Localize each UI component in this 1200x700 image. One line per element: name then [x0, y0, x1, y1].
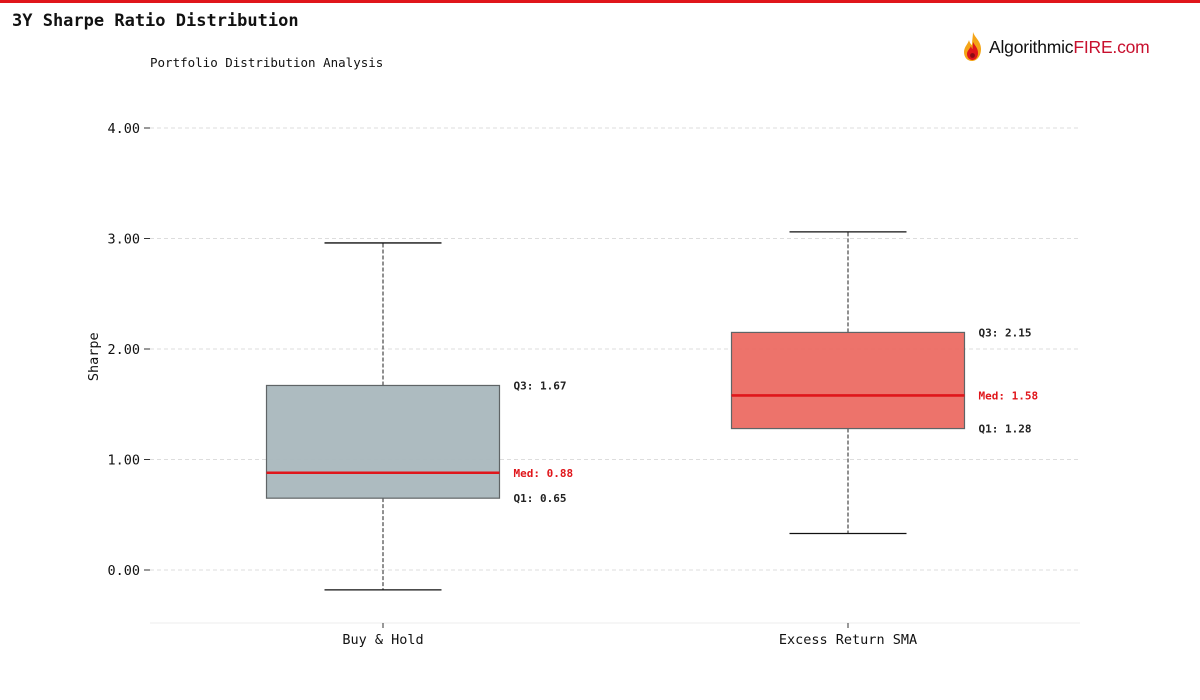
box-group: [730, 231, 966, 535]
chart-title: 3Y Sharpe Ratio Distribution: [12, 11, 299, 31]
chart-subtitle: Portfolio Distribution Analysis: [150, 55, 384, 70]
q1-label: Q1: 0.65: [514, 492, 567, 505]
y-tick-label: 0.00: [107, 563, 140, 579]
axes: 0.00 1.00 2.00 3.00 4.00 Sharpe Buy & Hold Exce…: [86, 121, 1080, 648]
boxes: [265, 231, 966, 591]
brand-name-part1: Algorithmic: [989, 36, 1074, 57]
x-tick-label: Buy & Hold: [342, 632, 423, 648]
y-tick-label: 1.00: [107, 453, 140, 469]
q3-label: Q3: 2.15: [979, 326, 1032, 339]
brand-name-part2: FIRE.com: [1073, 36, 1150, 57]
q1-label: Q1: 1.28: [979, 423, 1032, 436]
brand-name: AlgorithmicFIRE.com: [989, 37, 1150, 58]
x-tick-label: Excess Return SMA: [779, 632, 917, 648]
median-label: Med: 1.58: [979, 389, 1039, 402]
flame-icon: [964, 32, 981, 61]
box-annotations: Q3: 1.67 Med: 0.88 Q1: 0.65 Q3: 2.15 Med: 1.…: [514, 326, 1039, 505]
box-iqr: [265, 384, 501, 499]
brand-logo[interactable]: AlgorithmicFIRE.com: [960, 30, 1150, 64]
q3-label: Q3: 1.67: [514, 379, 567, 392]
y-tick-label: 2.00: [107, 342, 140, 358]
top-accent-bar: [0, 0, 1200, 3]
y-tick-label: 4.00: [107, 121, 140, 137]
box-group: [265, 242, 501, 591]
y-tick-label: 3.00: [107, 232, 140, 248]
median-label: Med: 0.88: [514, 467, 574, 480]
box-iqr: [730, 331, 966, 430]
y-axis-label: Sharpe: [86, 332, 102, 381]
